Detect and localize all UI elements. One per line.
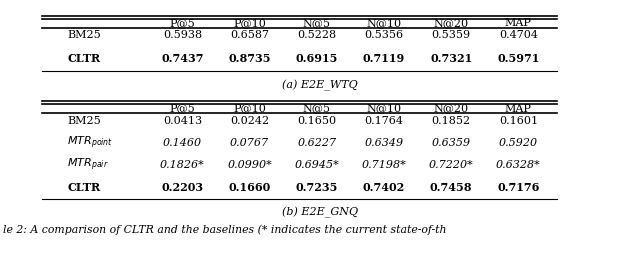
Text: 0.5228: 0.5228	[297, 30, 337, 40]
Text: 0.5359: 0.5359	[431, 30, 471, 40]
Text: 0.1601: 0.1601	[499, 115, 538, 125]
Text: 0.8735: 0.8735	[228, 53, 271, 64]
Text: $MTR_{point}$: $MTR_{point}$	[67, 134, 113, 151]
Text: 0.7176: 0.7176	[497, 181, 540, 192]
Text: BM25: BM25	[67, 30, 101, 40]
Text: 0.1826*: 0.1826*	[160, 160, 205, 169]
Text: 0.5920: 0.5920	[499, 137, 538, 147]
Text: 0.0242: 0.0242	[230, 115, 269, 125]
Text: $MTR_{pair}$: $MTR_{pair}$	[67, 156, 109, 173]
Text: 0.1764: 0.1764	[365, 115, 403, 125]
Text: N@5: N@5	[303, 18, 331, 28]
Text: CLTR: CLTR	[67, 53, 100, 64]
Text: N@10: N@10	[367, 18, 401, 28]
Text: (a) E2E_WTQ: (a) E2E_WTQ	[282, 80, 358, 91]
Text: 0.7321: 0.7321	[430, 53, 472, 64]
Text: 0.7198*: 0.7198*	[362, 160, 406, 169]
Text: 0.7119: 0.7119	[363, 53, 405, 64]
Text: 0.6945*: 0.6945*	[294, 160, 339, 169]
Text: BM25: BM25	[67, 115, 101, 125]
Text: P@10: P@10	[233, 103, 266, 113]
Text: 0.1460: 0.1460	[163, 137, 202, 147]
Text: 0.6349: 0.6349	[364, 137, 404, 147]
Text: P@10: P@10	[233, 18, 266, 28]
Text: 0.1852: 0.1852	[431, 115, 471, 125]
Text: N@20: N@20	[434, 18, 468, 28]
Text: 0.7437: 0.7437	[161, 53, 204, 64]
Text: P@5: P@5	[170, 103, 195, 113]
Text: 0.4704: 0.4704	[499, 30, 538, 40]
Text: 0.0767: 0.0767	[230, 137, 269, 147]
Text: 0.7235: 0.7235	[296, 181, 338, 192]
Text: N@20: N@20	[434, 103, 468, 113]
Text: 0.6587: 0.6587	[230, 30, 269, 40]
Text: P@5: P@5	[170, 18, 195, 28]
Text: MAP: MAP	[505, 18, 532, 28]
Text: 0.0413: 0.0413	[163, 115, 202, 125]
Text: 0.5971: 0.5971	[497, 53, 540, 64]
Text: 0.7458: 0.7458	[430, 181, 472, 192]
Text: 0.0990*: 0.0990*	[227, 160, 272, 169]
Text: N@10: N@10	[367, 103, 401, 113]
Text: 0.1650: 0.1650	[297, 115, 337, 125]
Text: 0.6328*: 0.6328*	[496, 160, 541, 169]
Text: N@5: N@5	[303, 103, 331, 113]
Text: 0.6915: 0.6915	[296, 53, 338, 64]
Text: 0.5938: 0.5938	[163, 30, 202, 40]
Text: 0.1660: 0.1660	[228, 181, 271, 192]
Text: 0.6359: 0.6359	[431, 137, 471, 147]
Text: 0.6227: 0.6227	[297, 137, 337, 147]
Text: (b) E2E_GNQ: (b) E2E_GNQ	[282, 206, 358, 217]
Text: MAP: MAP	[505, 103, 532, 113]
Text: 0.7220*: 0.7220*	[429, 160, 474, 169]
Text: le 2: A comparison of CLTR and the baselines (* indicates the current state-of-t: le 2: A comparison of CLTR and the basel…	[3, 224, 447, 234]
Text: 0.2203: 0.2203	[161, 181, 204, 192]
Text: 0.5356: 0.5356	[364, 30, 404, 40]
Text: 0.7402: 0.7402	[363, 181, 405, 192]
Text: CLTR: CLTR	[67, 181, 100, 192]
